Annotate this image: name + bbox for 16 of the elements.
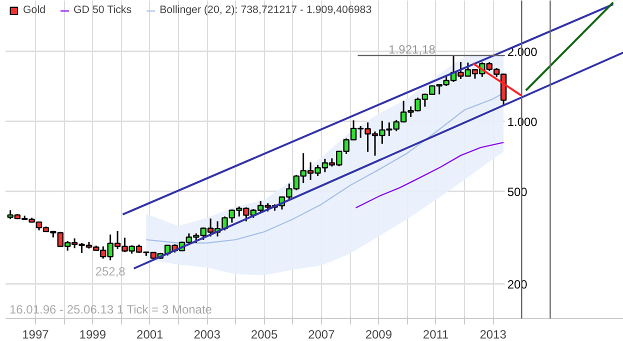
x-tick-label: 2001 [136,328,164,341]
x-tick-label: 1997 [22,328,50,341]
x-tick-label: 2011 [422,328,450,341]
annotation: 16.01.96 - 25.06.13 1 Tick = 3 Monate [10,302,212,316]
x-tick-label: 2013 [480,328,507,341]
x-tick-label: 1999 [79,328,106,341]
legend-label: Gold [23,4,46,16]
x-tick-label: 2005 [250,328,278,341]
annotation: 252,8 [95,264,126,278]
legend-label: Bollinger (20, 2): 738,721217 - 1.909,406983 [160,4,372,16]
legend-label: GD 50 Ticks [74,4,132,16]
ref-line-label: 1.921,18 [388,42,436,56]
line-series [355,142,504,208]
x-tick-label: 2009 [365,328,392,341]
x-tick-label: 2007 [308,328,336,341]
x-tick-label: 2003 [194,328,221,341]
